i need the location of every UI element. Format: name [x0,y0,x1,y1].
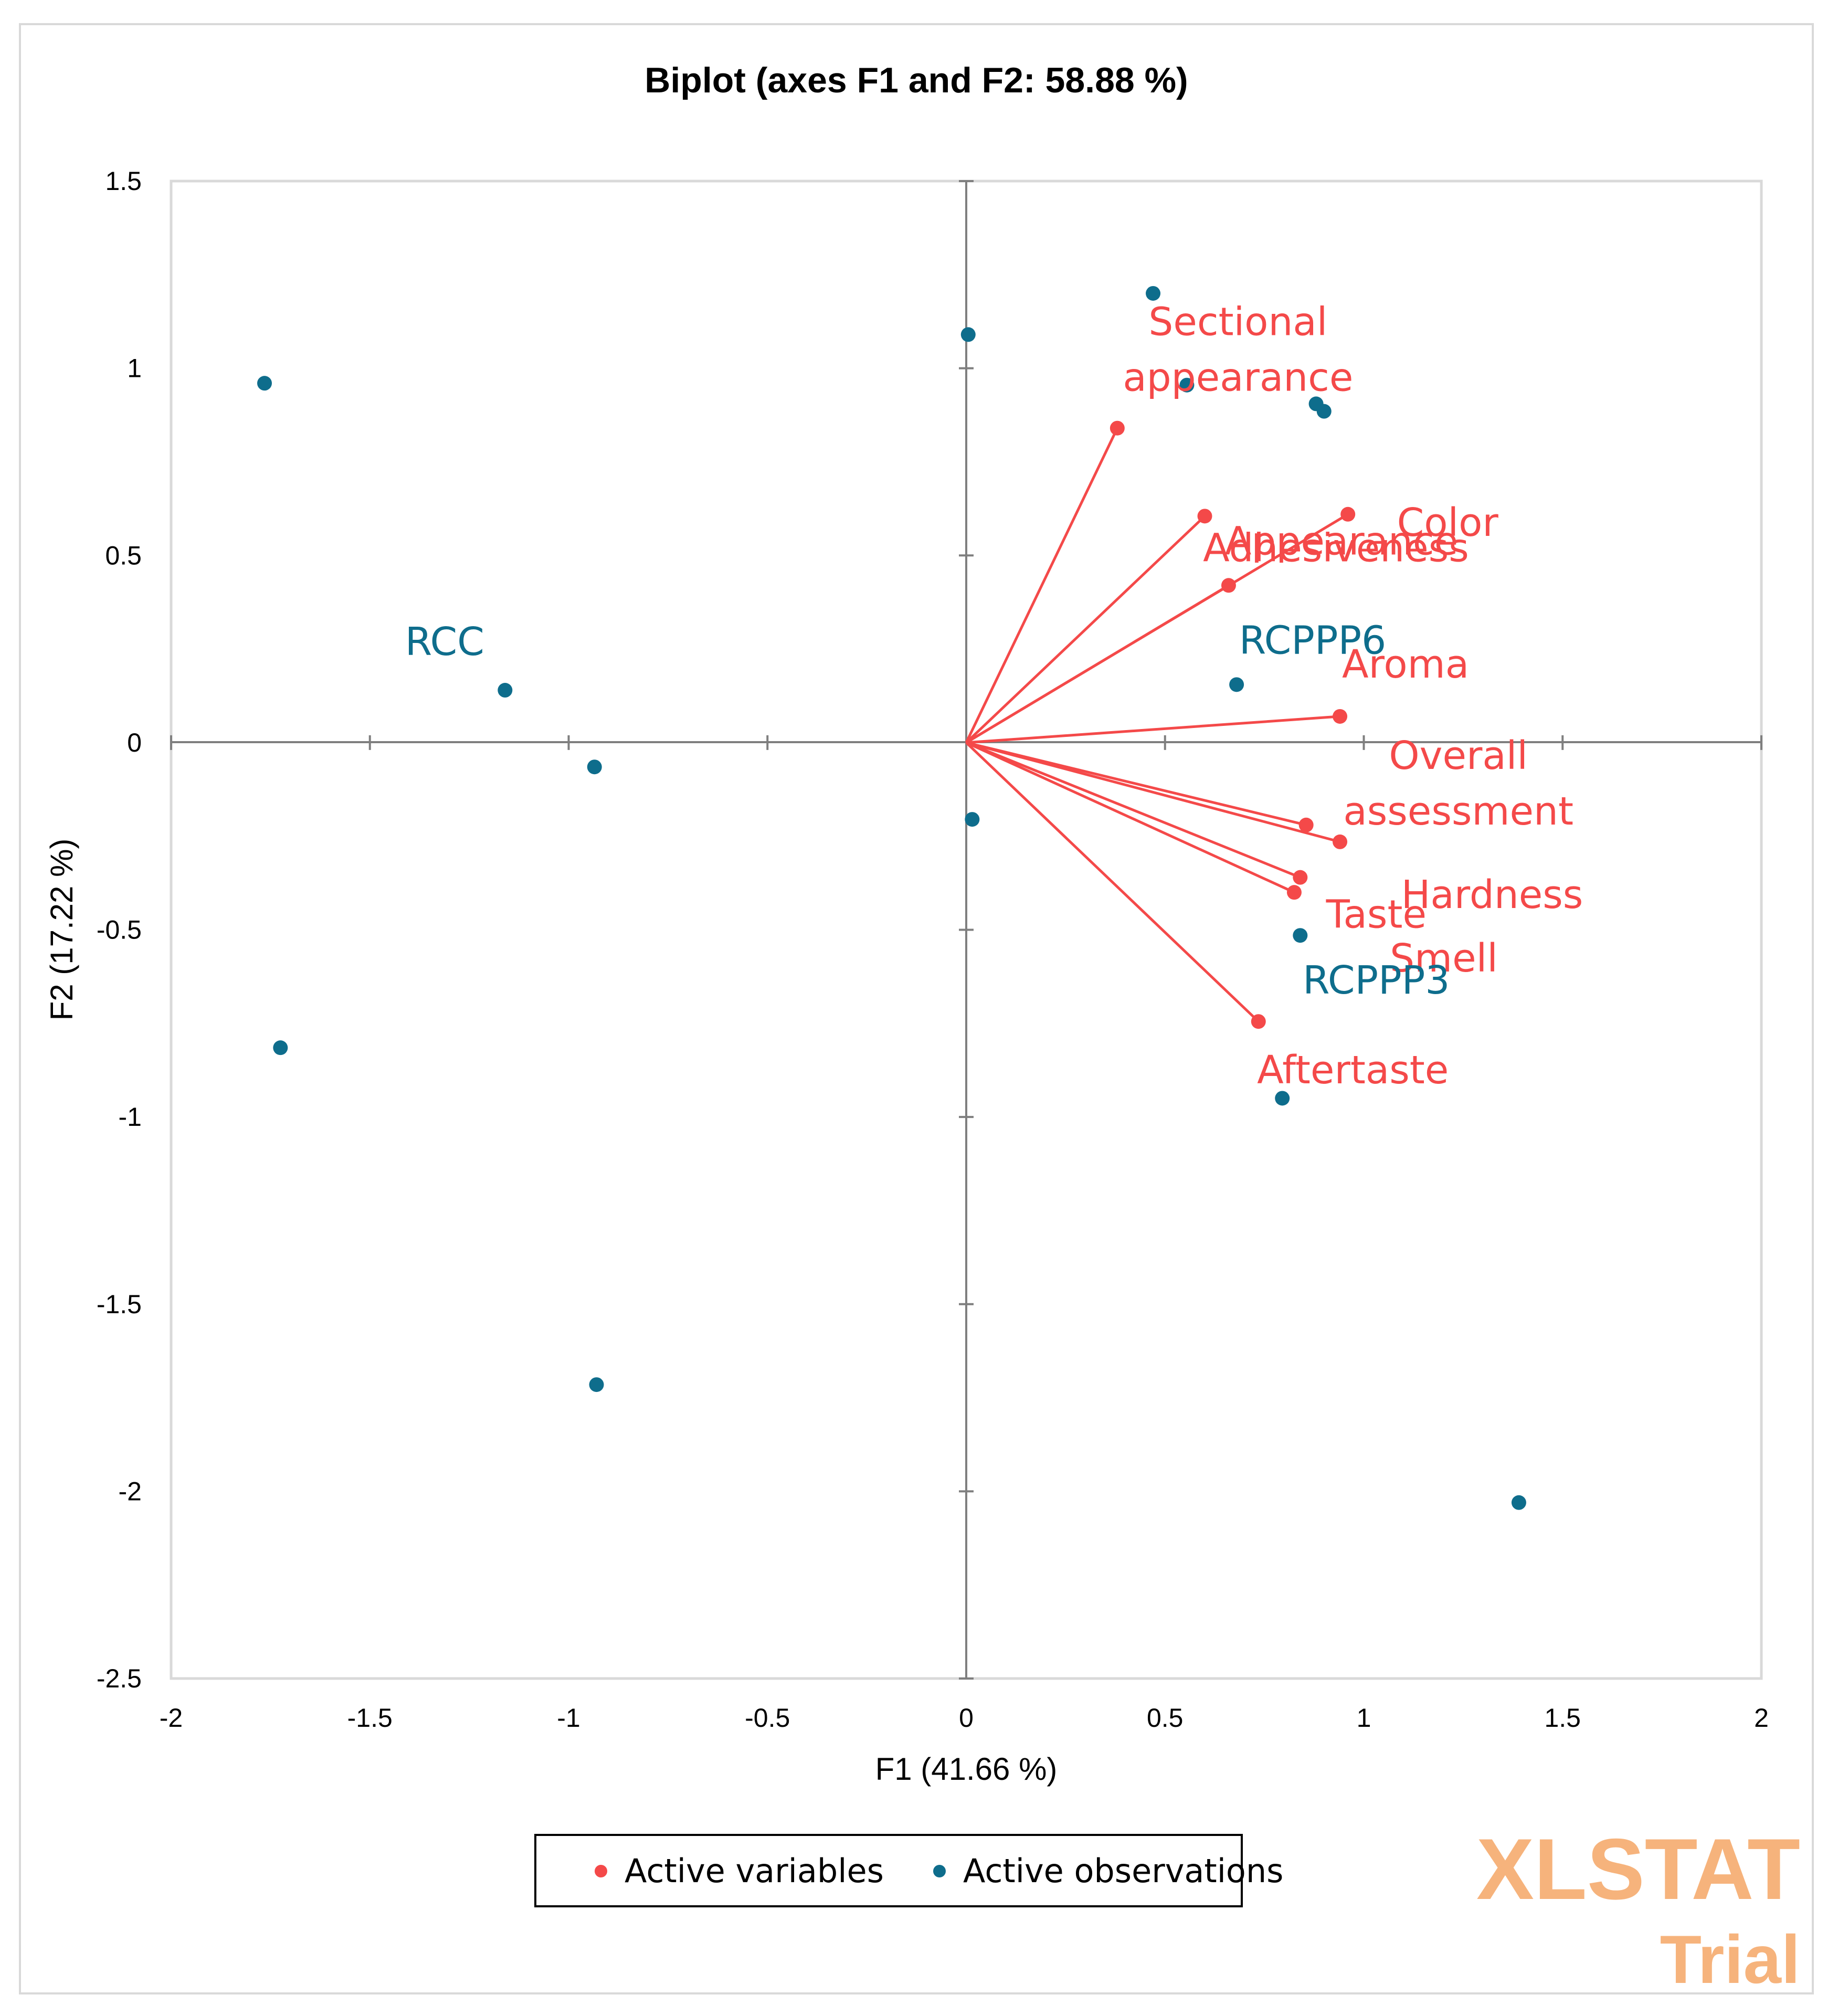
y-tick-label: -0.5 [97,915,142,945]
x-tick-label: 0.5 [1147,1703,1184,1733]
observation-label-rcppp6: RCPPP6 [1239,618,1386,663]
biplot-chart: Biplot (axes F1 and F2: 58.88 %) -2 -1.5-… [21,25,1812,1992]
x-tick-label: -0.5 [745,1703,790,1733]
y-axis-title: F2 (17.22 %) [44,839,79,1021]
variable-label-sectional-appearance: appearance [1123,355,1353,400]
legend-marker-active-observations [933,1865,946,1877]
observation-point [257,376,272,390]
legend-label-active-observations: Active observations [963,1852,1283,1890]
vector-appearance [966,585,1229,743]
legend: Active variables Active observations [535,1835,1283,1906]
variable-point-overall-assessment [1299,818,1314,832]
vector-aroma [966,716,1340,743]
x-tick-label: 2 [1754,1703,1769,1733]
y-tick-label: -1.5 [97,1290,142,1319]
variable-label-aftertaste: Aftertaste [1257,1048,1449,1093]
observation-point [1293,928,1307,943]
y-tick-label: -2 [119,1476,142,1506]
variable-point-smell [1287,885,1302,900]
variable-point-taste [1293,870,1307,885]
variable-point-aroma [1333,709,1347,724]
y-tick-label: 0 [127,728,142,757]
variable-point-sectional-appearance [1110,421,1125,436]
observation-point [273,1040,288,1055]
variable-point-appearance [1221,578,1236,593]
y-axis-tick-labels: 1.5 1 0.5 0 -0.5 -1 -1.5 -2 -2.5 [97,166,142,1693]
legend-marker-active-variables [595,1865,607,1877]
variable-point-aftertaste [1251,1014,1266,1029]
observation-point [1146,286,1160,301]
watermark-trial: Trial [1660,1921,1800,1992]
x-axis-title: F1 (41.66 %) [875,1751,1058,1787]
y-tick-label: 0.5 [105,541,142,570]
chart-title: Biplot (axes F1 and F2: 58.88 %) [645,60,1188,100]
y-tick-label: 1.5 [105,166,142,196]
x-tick-label: 1 [1357,1703,1371,1733]
variable-label-appearance: Appearance [1225,519,1458,564]
variable-label-hardness: Hardness [1401,872,1583,917]
observation-point [587,759,602,774]
x-tick-label: -2 [160,1703,183,1733]
observation-point [961,327,976,342]
y-tick-label: 1 [127,354,142,383]
variable-point-adhesiveness [1198,509,1212,523]
observation-point [498,683,512,698]
y-tick-label: -2.5 [97,1664,142,1693]
variable-label-sectional-appearance: Sectional [1148,300,1327,345]
variable-label-overall-assessment: Overall [1389,733,1527,778]
x-tick-label: -1 [557,1703,580,1733]
observation-label-rcppp3: RCPPP3 [1303,958,1450,1003]
variable-point-hardness [1333,835,1347,849]
legend-label-active-variables: Active variables [625,1852,884,1890]
x-axis-tick-labels: -2 -1.5 -1 -0.5 0 0.5 1 1.5 2 [160,1703,1769,1733]
chart-frame: Biplot (axes F1 and F2: 58.88 %) -2 -1.5-… [19,23,1814,1994]
observation-point [1317,404,1332,419]
y-tick-label: -1 [119,1102,142,1132]
observation-point [1229,677,1244,692]
x-tick-label: -1.5 [347,1703,393,1733]
observation-point [1275,1091,1290,1105]
x-tick-label: 1.5 [1544,1703,1581,1733]
observation-label-rcc: RCC [405,619,484,664]
watermark-xlstat: XLSTAT [1476,1821,1800,1917]
observation-point [965,812,979,827]
point-labels: SectionalappearanceAdhesivenessColorAppe… [405,300,1583,1093]
observation-point [1512,1495,1526,1510]
vector-adhesiveness [966,516,1205,743]
variable-vectors [966,428,1348,1022]
vector-aftertaste [966,743,1259,1021]
vector-taste [966,743,1300,878]
observation-point [589,1377,604,1392]
variable-label-overall-assessment: assessment [1343,789,1573,834]
x-tick-label: 0 [959,1703,974,1733]
variable-label-taste: Taste [1326,892,1427,937]
vector-sectional-appearance [966,428,1117,743]
